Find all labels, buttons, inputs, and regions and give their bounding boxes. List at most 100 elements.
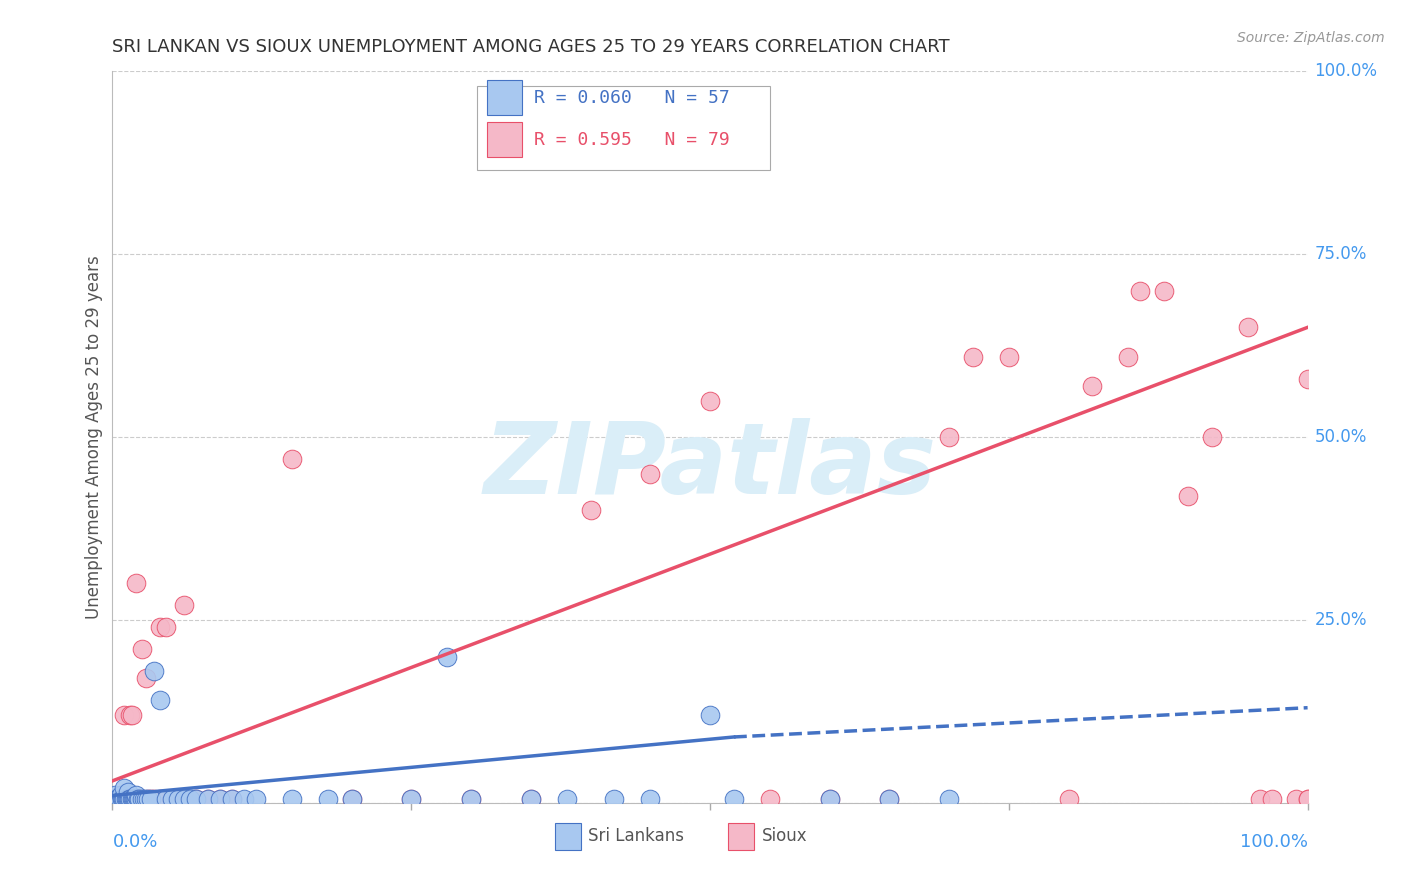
Point bbox=[340, 792, 363, 806]
Point bbox=[460, 792, 482, 806]
Point bbox=[155, 620, 177, 634]
Point bbox=[173, 792, 195, 806]
Point bbox=[401, 792, 423, 806]
Point bbox=[138, 792, 160, 806]
Point bbox=[723, 792, 745, 806]
Point bbox=[125, 789, 148, 803]
Text: 100.0%: 100.0% bbox=[1315, 62, 1378, 80]
Point bbox=[122, 792, 145, 806]
Point bbox=[1296, 792, 1319, 806]
Point bbox=[125, 792, 148, 806]
Point bbox=[117, 792, 139, 806]
Point bbox=[1249, 792, 1271, 806]
Point bbox=[111, 792, 134, 806]
Point bbox=[138, 792, 160, 806]
Point bbox=[603, 792, 626, 806]
Point bbox=[281, 452, 304, 467]
Point bbox=[1177, 489, 1199, 503]
Point bbox=[121, 792, 143, 806]
Y-axis label: Unemployment Among Ages 25 to 29 years: Unemployment Among Ages 25 to 29 years bbox=[84, 255, 103, 619]
FancyBboxPatch shape bbox=[477, 86, 770, 170]
Point bbox=[121, 708, 143, 723]
Point bbox=[121, 792, 143, 806]
Point bbox=[962, 350, 984, 364]
Point bbox=[640, 467, 662, 481]
Point bbox=[162, 792, 183, 806]
Point bbox=[121, 792, 143, 806]
Point bbox=[105, 792, 128, 806]
Point bbox=[1237, 320, 1260, 334]
Point bbox=[179, 792, 201, 806]
Point bbox=[245, 792, 267, 806]
Point bbox=[173, 599, 195, 613]
Point bbox=[114, 781, 135, 796]
Point bbox=[818, 792, 841, 806]
Point bbox=[1081, 379, 1104, 393]
Point bbox=[1296, 371, 1319, 385]
Point bbox=[699, 393, 721, 408]
Point bbox=[281, 792, 304, 806]
Point bbox=[107, 792, 129, 806]
Point bbox=[117, 792, 139, 806]
Point bbox=[316, 792, 339, 806]
Point bbox=[114, 708, 135, 723]
Point bbox=[520, 792, 543, 806]
Point bbox=[998, 350, 1021, 364]
Point bbox=[520, 792, 543, 806]
Point bbox=[818, 792, 841, 806]
Text: SRI LANKAN VS SIOUX UNEMPLOYMENT AMONG AGES 25 TO 29 YEARS CORRELATION CHART: SRI LANKAN VS SIOUX UNEMPLOYMENT AMONG A… bbox=[112, 38, 950, 56]
Point bbox=[110, 792, 132, 806]
Point bbox=[143, 664, 166, 678]
Point bbox=[149, 620, 172, 634]
Point bbox=[115, 792, 138, 806]
Text: R = 0.595   N = 79: R = 0.595 N = 79 bbox=[534, 131, 730, 149]
Point bbox=[111, 792, 134, 806]
Point bbox=[111, 792, 134, 806]
Point bbox=[131, 642, 153, 657]
Point bbox=[103, 792, 125, 806]
Point bbox=[209, 792, 232, 806]
Point bbox=[110, 789, 132, 803]
Point bbox=[699, 708, 721, 723]
Point bbox=[131, 792, 153, 806]
Point bbox=[162, 792, 183, 806]
Point bbox=[938, 430, 960, 444]
Text: Sri Lankans: Sri Lankans bbox=[588, 828, 685, 846]
Point bbox=[1285, 792, 1308, 806]
Point bbox=[118, 792, 141, 806]
Text: Sioux: Sioux bbox=[762, 828, 807, 846]
Point bbox=[640, 792, 662, 806]
Point bbox=[436, 649, 458, 664]
Point bbox=[117, 785, 139, 799]
FancyBboxPatch shape bbox=[728, 822, 754, 850]
Point bbox=[1118, 350, 1140, 364]
Point bbox=[221, 792, 243, 806]
Point bbox=[1129, 284, 1152, 298]
Point bbox=[124, 792, 146, 806]
Point bbox=[149, 693, 172, 707]
Point bbox=[115, 792, 138, 806]
Point bbox=[114, 792, 135, 806]
Point bbox=[110, 792, 132, 806]
Point bbox=[938, 792, 960, 806]
Point bbox=[120, 792, 142, 806]
Point bbox=[1296, 792, 1319, 806]
Point bbox=[209, 792, 232, 806]
Point bbox=[186, 792, 208, 806]
Point bbox=[197, 792, 219, 806]
Point bbox=[104, 789, 127, 803]
Point bbox=[114, 792, 136, 806]
Text: Source: ZipAtlas.com: Source: ZipAtlas.com bbox=[1237, 31, 1385, 45]
Point bbox=[105, 792, 128, 806]
Point bbox=[139, 792, 162, 806]
Point bbox=[112, 792, 135, 806]
FancyBboxPatch shape bbox=[486, 80, 523, 115]
Point bbox=[1201, 430, 1223, 444]
Point bbox=[1057, 792, 1080, 806]
Point bbox=[104, 792, 127, 806]
Point bbox=[122, 792, 145, 806]
FancyBboxPatch shape bbox=[486, 122, 523, 158]
Point bbox=[127, 792, 149, 806]
Text: 25.0%: 25.0% bbox=[1315, 611, 1367, 629]
Point bbox=[117, 792, 139, 806]
